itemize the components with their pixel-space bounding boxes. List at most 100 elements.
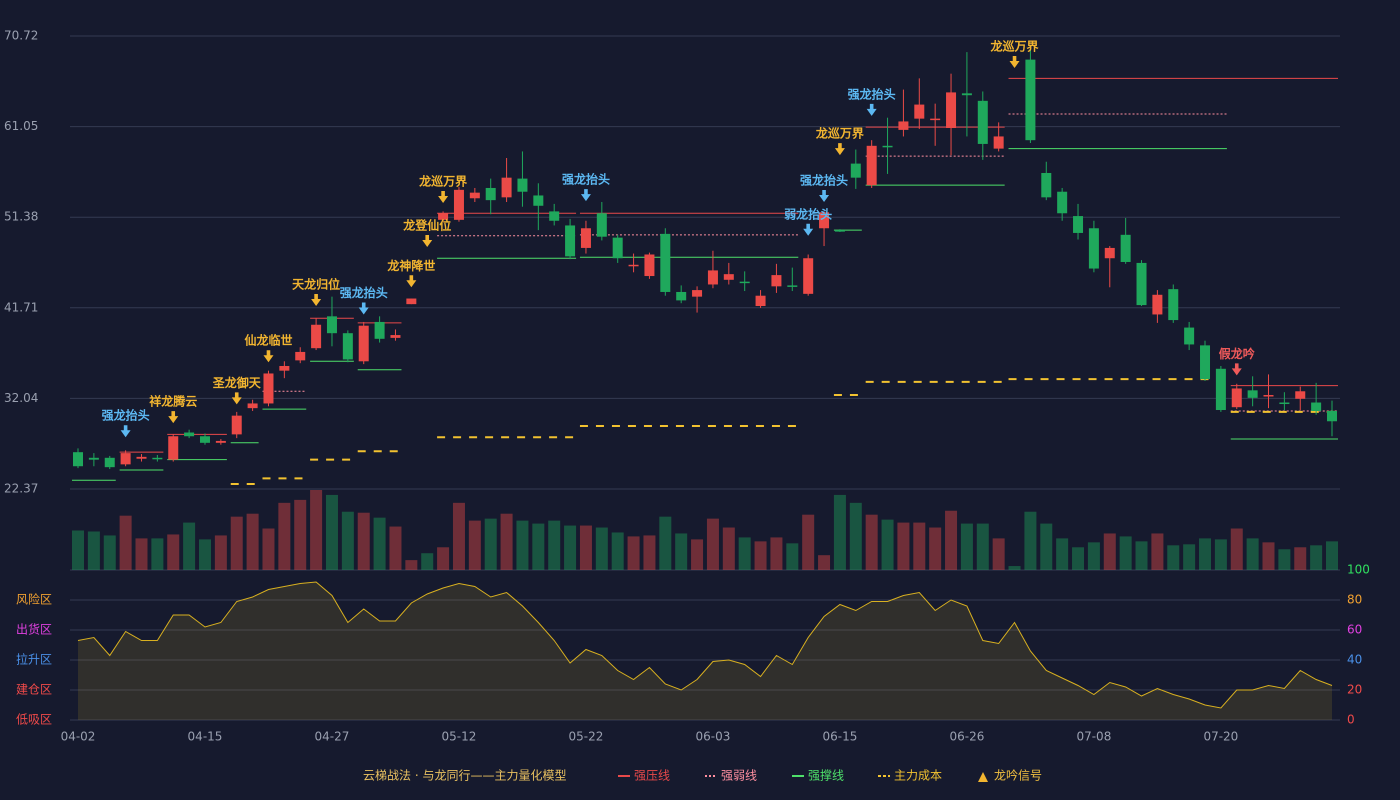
volume-bar <box>1056 538 1069 570</box>
volume-bar <box>278 502 291 570</box>
volume-bar <box>1119 536 1132 570</box>
candle-body <box>358 325 369 362</box>
candle-body <box>263 373 274 404</box>
candle-body <box>1088 228 1099 269</box>
signal-arrow <box>1231 363 1242 376</box>
candle-body <box>199 436 210 443</box>
candle-body <box>390 335 401 338</box>
x-tick-label: 05-22 <box>569 730 604 744</box>
candle-body <box>215 440 226 443</box>
volume-bar <box>246 513 259 570</box>
y2-tick-label: 20 <box>1347 683 1362 697</box>
volume-bar <box>1262 542 1275 570</box>
candle-body <box>755 295 766 307</box>
y-tick-label: 51.38 <box>4 210 38 224</box>
signal-arrow <box>120 425 131 438</box>
volume-bar <box>849 502 862 570</box>
y2-tick-label: 0 <box>1347 713 1355 727</box>
volume-bar <box>183 522 196 570</box>
volume-bar <box>532 523 545 570</box>
volume-bar <box>87 531 100 570</box>
y-tick-label: 22.37 <box>4 482 38 496</box>
y-tick-label: 32.04 <box>4 391 38 405</box>
zone-label: 建仓区 <box>16 683 52 697</box>
candle-body <box>914 104 925 119</box>
x-tick-label: 05-12 <box>442 730 477 744</box>
x-tick-label: 06-03 <box>695 730 730 744</box>
signal-arrow <box>168 411 179 424</box>
candle-body <box>946 92 957 129</box>
volume-bar <box>1103 533 1116 570</box>
y2-tick-label: 40 <box>1347 653 1362 667</box>
candle-body <box>326 316 337 334</box>
signal-arrow <box>311 294 322 307</box>
candle-body <box>676 291 687 301</box>
candle-body <box>612 237 623 259</box>
volume-bar <box>960 523 973 570</box>
volume-bar <box>992 538 1005 570</box>
candle-body <box>834 230 845 232</box>
candle-body <box>104 457 115 468</box>
candle-body <box>819 212 830 229</box>
x-tick-label: 07-08 <box>1076 730 1111 744</box>
volume-bar <box>373 517 386 570</box>
volume-bar <box>579 525 592 570</box>
candle-body <box>1120 234 1131 262</box>
legend-label: 强压线 <box>634 769 670 783</box>
candle-body <box>977 100 988 144</box>
volume-bar <box>1167 545 1180 570</box>
signal-arrow <box>358 302 369 315</box>
signal-arrow <box>406 275 417 288</box>
volume-bar <box>468 520 481 570</box>
y2-tick-label: 100 <box>1347 563 1370 577</box>
y-tick-label: 70.72 <box>4 29 38 43</box>
indicator-line <box>77 581 1333 709</box>
signal-arrow <box>1009 56 1020 69</box>
volume-bar <box>945 510 958 570</box>
candle-body <box>136 456 147 459</box>
candle-body <box>644 254 655 277</box>
candle-body <box>961 93 972 96</box>
x-tick-label: 06-26 <box>949 730 984 744</box>
candle-body <box>1247 390 1258 398</box>
volume-bar <box>357 512 370 570</box>
legend-title: 云梯战法 · 与龙同行——主力量化模型 <box>363 769 566 783</box>
signal-arrow <box>803 223 814 236</box>
y2-tick-label: 80 <box>1347 593 1362 607</box>
signal-label: 龙神降世 <box>387 258 435 273</box>
candle-body <box>930 118 941 121</box>
volume-bar <box>1310 545 1323 570</box>
volume-bar <box>1151 533 1164 570</box>
y-tick-label: 61.05 <box>4 119 38 133</box>
volume-bar <box>294 499 307 570</box>
volume-bar <box>611 532 624 570</box>
candle-body <box>517 178 528 192</box>
candle-body <box>88 457 99 460</box>
y2-tick-label: 60 <box>1347 623 1362 637</box>
volume-bar <box>691 539 704 570</box>
candle-body <box>1311 402 1322 411</box>
volume-bar <box>897 522 910 570</box>
candle-body <box>295 351 306 361</box>
volume-bar <box>802 514 815 570</box>
x-tick-label: 07-20 <box>1203 730 1238 744</box>
candle-body <box>438 213 449 220</box>
volume-bar <box>1087 542 1100 570</box>
signal-label: 龙登仙位 <box>403 217 451 232</box>
candle-body <box>1073 216 1084 233</box>
candle-body <box>739 281 750 284</box>
candle-body <box>1184 327 1195 345</box>
signal-label: 假龙吟 <box>1219 346 1255 361</box>
signal-arrow <box>263 350 274 363</box>
x-tick-label: 06-15 <box>822 730 857 744</box>
volume-bar <box>627 536 640 570</box>
candle-body <box>1279 402 1290 405</box>
volume-bar <box>341 511 354 570</box>
candle-body <box>850 163 861 178</box>
candle-body <box>882 145 893 148</box>
candle-body <box>1025 59 1036 141</box>
volume-bar <box>738 537 751 570</box>
candle-body <box>406 298 417 305</box>
candle-body <box>279 365 290 371</box>
